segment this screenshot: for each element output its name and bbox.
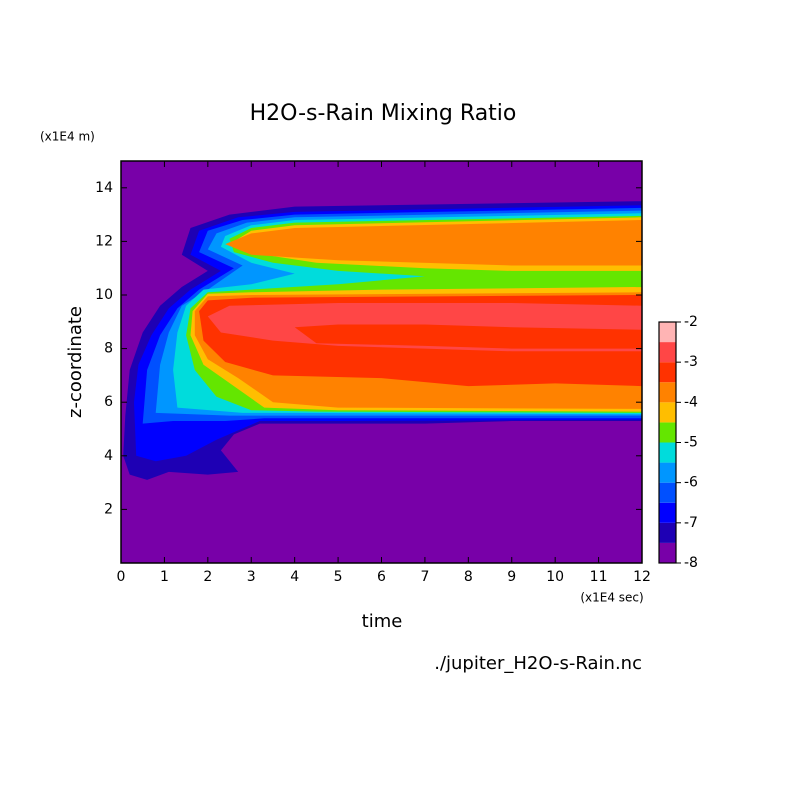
colorbar-segment (659, 522, 676, 543)
x-tick-label: 5 (334, 569, 343, 585)
colorbar-tick-label: -8 (684, 555, 698, 571)
colorbar-segment (659, 462, 676, 483)
x-tick-label: 12 (633, 569, 651, 585)
colorbar-tick-label: -4 (684, 394, 698, 410)
y-tick-label: 14 (95, 180, 113, 196)
x-tick-label: 1 (160, 569, 169, 585)
y-tick-label: 2 (104, 501, 113, 517)
x-tick-label: 4 (290, 569, 299, 585)
colorbar-tick-label: -7 (684, 515, 698, 531)
colorbar-tick-label: -6 (684, 475, 698, 491)
x-tick-label: 2 (203, 569, 212, 585)
colorbar-segment (659, 502, 676, 523)
chart-title: H2O-s-Rain Mixing Ratio (250, 101, 517, 126)
x-tick-label: 11 (590, 569, 608, 585)
x-unit: (x1E4 sec) (580, 591, 643, 605)
colorbar-segment (659, 422, 676, 443)
colorbar-segment (659, 542, 676, 563)
contour-region (225, 220, 642, 266)
colorbar-segment (659, 482, 676, 503)
colorbar-segment (659, 382, 676, 403)
x-tick-label: 6 (377, 569, 386, 585)
y-tick-label: 12 (95, 233, 113, 249)
x-tick-label: 7 (420, 569, 429, 585)
y-tick-label: 6 (104, 394, 113, 410)
colorbar-segment (659, 362, 676, 383)
y-tick-label: 10 (95, 287, 113, 303)
colorbar-tick-label: -3 (684, 354, 698, 370)
x-axis-label: time (362, 611, 403, 632)
x-tick-label: 10 (546, 569, 564, 585)
colorbar-segment (659, 402, 676, 423)
x-tick-label: 0 (117, 569, 126, 585)
contour-region (294, 324, 642, 349)
colorbar-tick-label: -5 (684, 435, 698, 451)
x-tick-label: 9 (507, 569, 516, 585)
colorbar-segment (659, 442, 676, 463)
colorbar-segment (659, 322, 676, 343)
source-label: ./jupiter_H2O-s-Rain.nc (434, 653, 642, 674)
colorbar-tick-label: -2 (684, 314, 698, 330)
x-tick-label: 8 (464, 569, 473, 585)
y-tick-label: 8 (104, 341, 113, 357)
colorbar-segment (659, 342, 676, 363)
y-unit: (x1E4 m) (40, 130, 95, 144)
y-axis-label: z-coordinate (65, 306, 86, 418)
x-tick-label: 3 (247, 569, 256, 585)
y-tick-label: 4 (104, 448, 113, 464)
